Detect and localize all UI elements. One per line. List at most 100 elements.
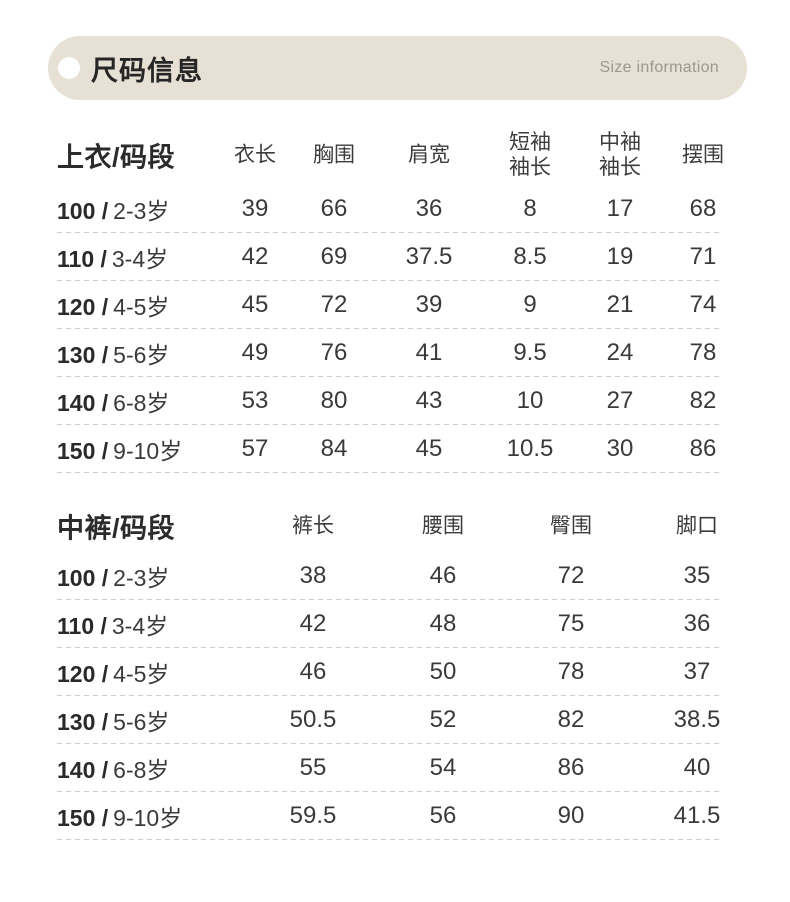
size-value: 57 <box>241 435 269 462</box>
size-value: 59.5 <box>289 802 337 829</box>
table-row: 130 /5-6岁 50.5 52 82 38.5 <box>0 696 790 744</box>
size-value: 10.5 <box>506 435 554 462</box>
size-code: 110 / <box>57 246 107 272</box>
size-code: 100 / <box>57 198 109 224</box>
age-range: 3-4岁 <box>111 246 169 272</box>
size-value: 8.5 <box>513 243 547 270</box>
size-value: 35 <box>683 562 711 589</box>
size-value: 56 <box>429 802 457 829</box>
age-range: 3-4岁 <box>111 613 169 639</box>
size-value: 48 <box>429 610 457 637</box>
size-value: 43 <box>415 387 443 414</box>
size-value: 49 <box>241 339 269 366</box>
size-value: 37.5 <box>405 243 453 270</box>
size-code: 150 / <box>57 805 109 831</box>
age-range: 2-3岁 <box>113 198 170 224</box>
size-value: 84 <box>320 435 348 462</box>
size-value: 39 <box>415 291 443 318</box>
size-value: 45 <box>415 435 443 462</box>
age-range: 4-5岁 <box>113 661 170 687</box>
size-value: 52 <box>429 706 457 733</box>
tops-table-title: 上衣/码段 <box>57 142 176 173</box>
age-range: 5-6岁 <box>113 709 170 735</box>
size-code: 130 / <box>57 709 109 735</box>
size-value: 46 <box>429 562 457 589</box>
column-header: 短袖 袖长 <box>509 131 551 179</box>
size-value: 27 <box>606 387 634 414</box>
size-code: 150 / <box>57 438 109 464</box>
size-value: 38 <box>299 562 327 589</box>
table-row: 150 /9-10岁 59.5 56 90 41.5 <box>0 792 790 840</box>
size-value: 72 <box>557 562 585 589</box>
size-value: 53 <box>241 387 269 414</box>
tops-table-header: 上衣/码段 衣长 胸围 肩宽 短袖 袖长 中袖 袖长 摆围 <box>0 125 790 185</box>
size-value: 50.5 <box>289 706 337 733</box>
section-title-cn: 尺码信息 <box>91 55 203 86</box>
size-value: 54 <box>429 754 457 781</box>
column-header: 中袖 袖长 <box>599 131 641 179</box>
table-row: 140 /6-8岁 53 80 43 10 27 82 <box>0 377 790 425</box>
size-code: 140 / <box>57 757 109 783</box>
size-value: 19 <box>606 243 634 270</box>
size-value: 45 <box>241 291 269 318</box>
size-value: 80 <box>320 387 348 414</box>
age-range: 6-8岁 <box>113 757 170 783</box>
size-row-label: 140 /6-8岁 <box>57 384 169 418</box>
size-row-label: 120 /4-5岁 <box>57 655 169 689</box>
size-value: 8 <box>523 195 537 222</box>
table-row: 120 /4-5岁 46 50 78 37 <box>0 648 790 696</box>
table-row: 110 /3-4岁 42 48 75 36 <box>0 600 790 648</box>
size-value: 30 <box>606 435 634 462</box>
size-value: 40 <box>683 754 711 781</box>
size-value: 41.5 <box>673 802 721 829</box>
size-value: 69 <box>320 243 348 270</box>
size-row-label: 100 /2-3岁 <box>57 192 169 226</box>
size-value: 74 <box>689 291 717 318</box>
size-value: 82 <box>689 387 717 414</box>
column-header: 衣长 <box>234 143 276 167</box>
size-row-label: 110 /3-4岁 <box>57 607 168 641</box>
size-value: 41 <box>415 339 443 366</box>
size-value: 82 <box>557 706 585 733</box>
section-header-bar: 尺码信息 Size information <box>48 36 747 100</box>
column-header: 胸围 <box>313 143 355 167</box>
age-range: 9-10岁 <box>113 805 183 831</box>
size-row-label: 110 /3-4岁 <box>57 240 168 274</box>
size-value: 36 <box>683 610 711 637</box>
size-value: 76 <box>320 339 348 366</box>
size-row-label: 100 /2-3岁 <box>57 559 169 593</box>
pants-table-title: 中裤/码段 <box>57 513 176 544</box>
size-value: 37 <box>683 658 711 685</box>
size-value: 78 <box>689 339 717 366</box>
size-row-label: 150 /9-10岁 <box>57 432 182 466</box>
size-value: 24 <box>606 339 634 366</box>
size-code: 120 / <box>57 661 109 687</box>
size-value: 42 <box>241 243 269 270</box>
size-code: 140 / <box>57 390 109 416</box>
bullet-dot-icon <box>58 57 80 79</box>
size-value: 68 <box>689 195 717 222</box>
age-range: 2-3岁 <box>113 565 170 591</box>
size-row-label: 140 /6-8岁 <box>57 751 169 785</box>
size-value: 86 <box>689 435 717 462</box>
column-header: 摆围 <box>682 143 724 167</box>
age-range: 4-5岁 <box>113 294 170 320</box>
size-code: 110 / <box>57 613 107 639</box>
size-value: 66 <box>320 195 348 222</box>
size-value: 9.5 <box>513 339 547 366</box>
age-range: 9-10岁 <box>113 438 183 464</box>
table-row: 100 /2-3岁 38 46 72 35 <box>0 552 790 600</box>
size-value: 21 <box>606 291 634 318</box>
size-value: 90 <box>557 802 585 829</box>
size-code: 130 / <box>57 342 109 368</box>
size-value: 36 <box>415 195 443 222</box>
table-row: 140 /6-8岁 55 54 86 40 <box>0 744 790 792</box>
size-value: 55 <box>299 754 327 781</box>
size-row-label: 120 /4-5岁 <box>57 288 169 322</box>
table-row: 150 /9-10岁 57 84 45 10.5 30 86 <box>0 425 790 473</box>
table-row: 130 /5-6岁 49 76 41 9.5 24 78 <box>0 329 790 377</box>
size-value: 46 <box>299 658 327 685</box>
size-value: 50 <box>429 658 457 685</box>
size-value: 86 <box>557 754 585 781</box>
size-code: 120 / <box>57 294 109 320</box>
